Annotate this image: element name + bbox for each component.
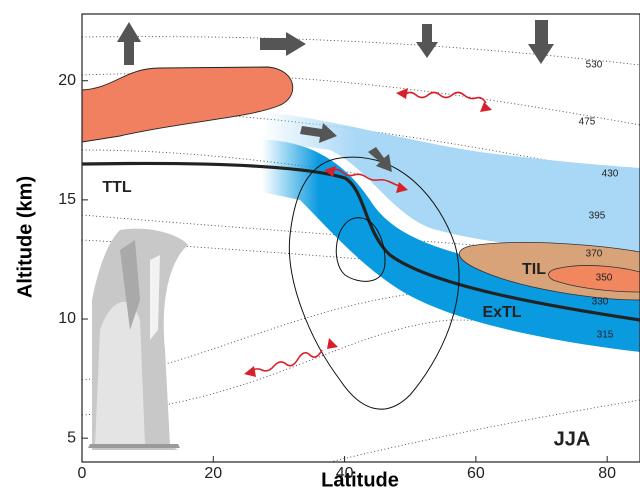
isentrope-label: 475 [579,117,596,128]
isentrope-label: 430 [602,169,619,180]
isentrope [82,37,640,65]
y-tick-label: 5 [67,429,76,446]
region-label: TTL [102,179,132,196]
x-tick-label: 40 [336,465,354,482]
region-label: TIL [522,261,546,278]
tropical-reservoir [82,67,293,142]
x-tick-label: 20 [204,465,222,482]
x-tick-label: 60 [467,465,485,482]
convective-cloud [88,229,188,450]
isentrope-label: 330 [592,297,609,308]
isentrope-label: 370 [586,249,603,260]
season-label: JJA [554,428,591,450]
isentrope-label: 530 [586,60,603,71]
x-tick-label: 0 [78,465,87,482]
y-tick-label: 10 [58,310,76,327]
isentrope-label: 395 [589,211,606,222]
region-label: ExTL [482,304,521,321]
x-axis-label: Latitude [321,469,399,490]
chart: Latitude Altitude (km) TTL ExTL TIL JJA … [0,0,640,490]
x-tick-label: 80 [598,465,616,482]
schematic [82,20,640,462]
isentrope-label: 350 [596,273,613,284]
isentrope-label: 315 [597,330,614,341]
y-tick-label: 20 [58,72,76,89]
y-axis-label: Altitude (km) [14,176,36,298]
y-tick-label: 15 [58,191,76,208]
